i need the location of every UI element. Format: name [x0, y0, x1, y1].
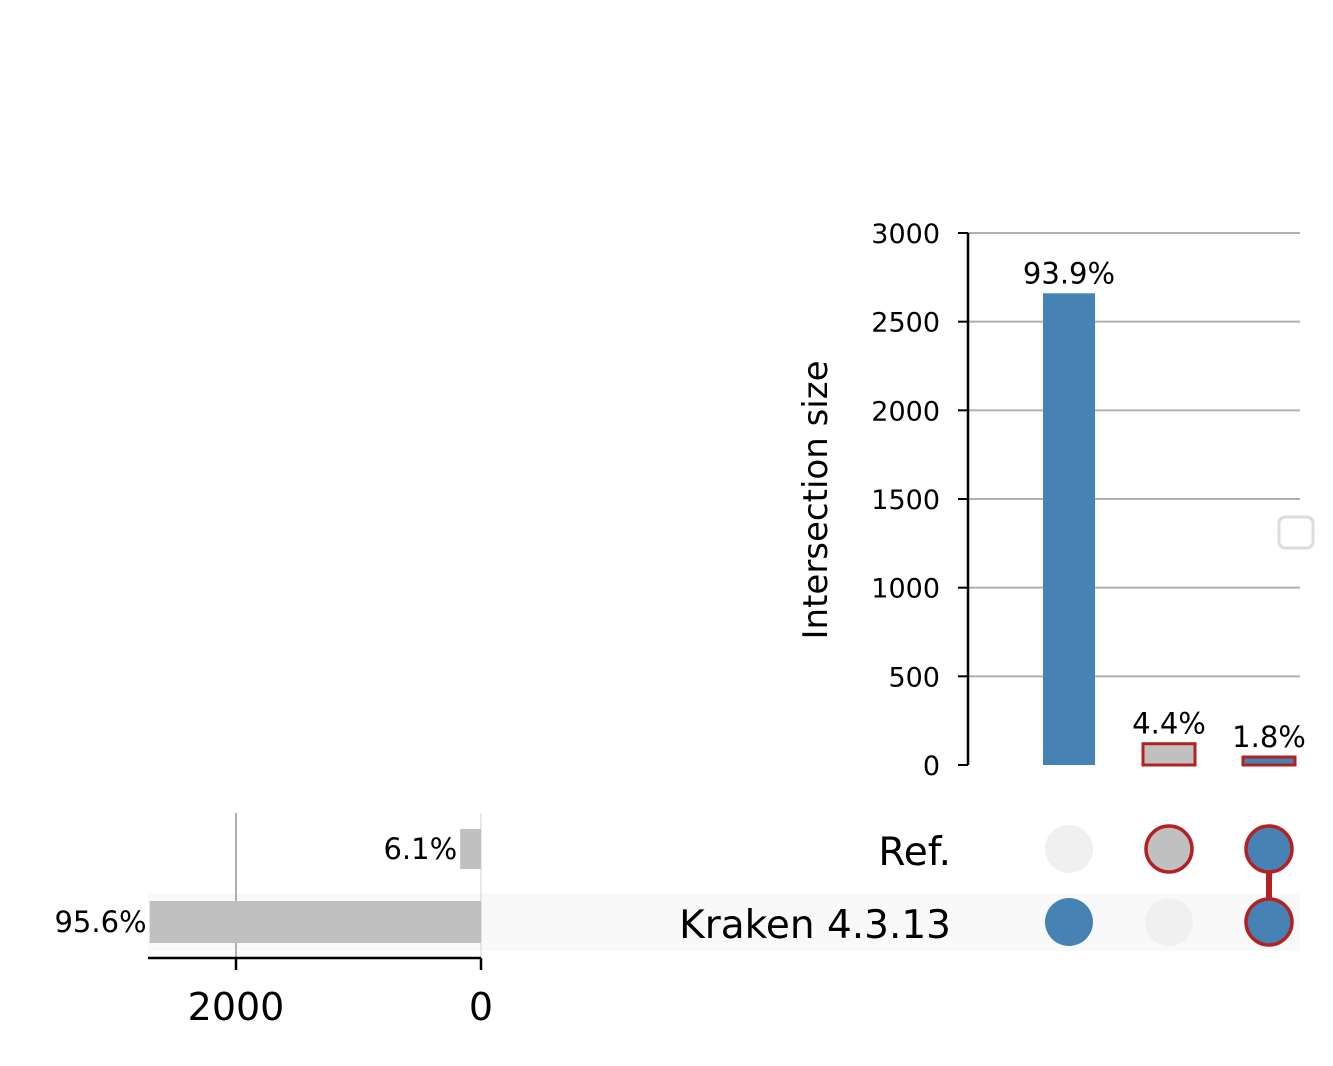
bar-value-label: 93.9%	[1023, 256, 1115, 290]
y-tick-label: 3000	[871, 219, 940, 250]
y-tick-label: 2500	[871, 308, 940, 339]
matrix-dot-inactive	[1045, 825, 1093, 873]
bar-value-label: 4.4%	[1132, 707, 1206, 741]
matrix-dot-active	[1045, 898, 1093, 946]
y-tick-label: 500	[888, 662, 940, 693]
matrix-dot-inactive	[1145, 898, 1193, 946]
set-name-label: Ref.	[878, 830, 951, 875]
y-tick-label: 1500	[871, 485, 940, 516]
legend-box	[1277, 515, 1315, 550]
set-names: Ref. Kraken 4.3.13	[679, 830, 951, 948]
membership-matrix	[1045, 824, 1294, 947]
matrix-dot-active	[1144, 824, 1194, 874]
intersection-y-axis: 0 500 1000 1500 2000 2500 3000	[871, 219, 970, 782]
x-tick-label: 0	[469, 985, 493, 1029]
bar-value-label: 1.8%	[1232, 720, 1306, 754]
matrix-dot-active	[1244, 897, 1294, 947]
set-size-label: 6.1%	[383, 832, 457, 866]
intersection-bar	[1241, 755, 1297, 767]
matrix-dot-active	[1244, 824, 1294, 874]
intersection-gridlines	[968, 232, 1300, 678]
set-size-bar	[149, 901, 481, 943]
set-name-label: Kraken 4.3.13	[679, 903, 951, 948]
set-size-x-axis: 2000 0	[148, 956, 493, 1029]
x-tick-label: 2000	[188, 985, 285, 1029]
intersection-bar	[1141, 742, 1197, 767]
set-size-label: 95.6%	[54, 905, 146, 939]
intersection-bar	[1043, 293, 1095, 765]
intersection-bar-labels: 93.9% 4.4% 1.8%	[1023, 256, 1306, 754]
intersection-bars	[1043, 293, 1297, 767]
y-axis-label: Intersection size	[796, 361, 836, 640]
set-size-bar	[460, 829, 481, 869]
set-size-bars: 6.1% 95.6%	[54, 813, 482, 958]
y-tick-label: 1000	[871, 574, 940, 605]
y-tick-label: 0	[923, 751, 940, 782]
y-tick-label: 2000	[871, 396, 940, 427]
